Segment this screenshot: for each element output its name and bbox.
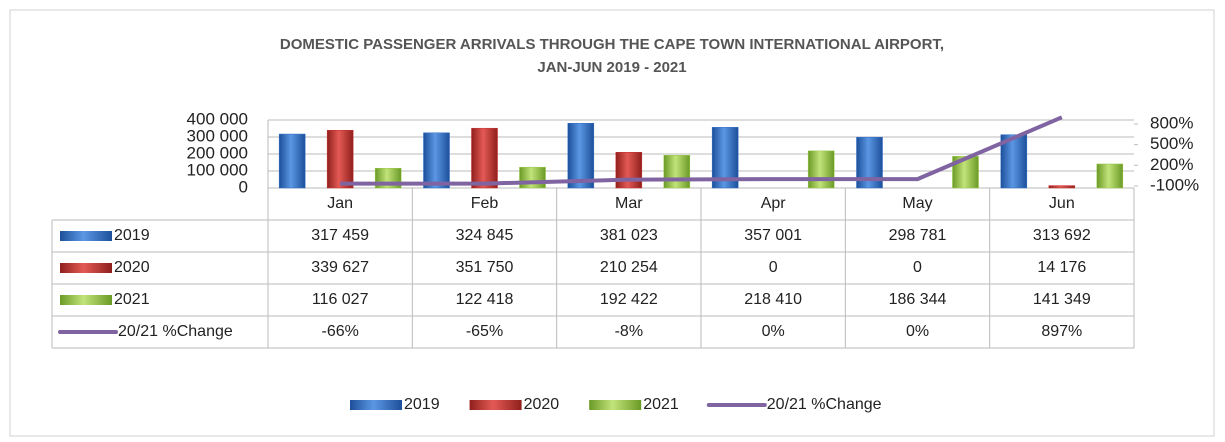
table-cell: 298 781 bbox=[889, 227, 947, 244]
table-cell: 218 410 bbox=[744, 291, 802, 308]
x-tick-label: Apr bbox=[761, 195, 787, 212]
bar bbox=[519, 166, 546, 189]
table-cell: 141 349 bbox=[1033, 291, 1091, 308]
y2-tick-label: -100% bbox=[1150, 175, 1199, 194]
chart-subtitle: JAN-JUN 2019 - 2021 bbox=[537, 59, 686, 76]
table-cell: 116 027 bbox=[312, 291, 369, 308]
table-series-name: 2020 bbox=[114, 259, 150, 276]
table-legend-key bbox=[60, 263, 112, 273]
bar bbox=[278, 133, 306, 189]
x-tick-label: Mar bbox=[615, 195, 643, 212]
table-cell: 897% bbox=[1041, 323, 1082, 340]
table-cell: 351 750 bbox=[456, 259, 514, 276]
bar bbox=[567, 122, 595, 189]
table-cell: 210 254 bbox=[600, 259, 658, 276]
bar bbox=[326, 130, 354, 189]
table-cell: -8% bbox=[615, 323, 643, 340]
table-cell: 14 176 bbox=[1037, 259, 1086, 276]
bar bbox=[807, 150, 835, 189]
legend-key bbox=[589, 400, 642, 410]
table-cell: 0% bbox=[762, 323, 785, 340]
legend-label: 2020 bbox=[524, 396, 560, 413]
legend-label: 2019 bbox=[404, 396, 440, 413]
table-cell: 381 023 bbox=[600, 227, 658, 244]
y2-tick-label: 800% bbox=[1150, 113, 1193, 132]
bar bbox=[1048, 185, 1076, 189]
table-cell: -65% bbox=[466, 323, 503, 340]
y-tick-label: 300 000 bbox=[187, 126, 248, 145]
table-series-name: 20/21 %Change bbox=[118, 323, 233, 340]
table-cell: 0 bbox=[913, 259, 922, 276]
table-series-name: 2019 bbox=[114, 227, 150, 244]
table-cell: 357 001 bbox=[744, 227, 802, 244]
table-cell: 339 627 bbox=[311, 259, 369, 276]
legend-key bbox=[350, 400, 402, 410]
table-cell: 0% bbox=[906, 323, 929, 340]
bar bbox=[615, 152, 643, 189]
y-tick-label: 100 000 bbox=[187, 160, 248, 179]
legend-key bbox=[469, 400, 522, 410]
bar bbox=[663, 155, 691, 189]
table-cell: 324 845 bbox=[456, 227, 514, 244]
bar bbox=[1096, 163, 1124, 189]
table-cell: 317 459 bbox=[311, 227, 369, 244]
table-cell: -66% bbox=[321, 323, 358, 340]
y-tick-label: 0 bbox=[239, 177, 248, 196]
bar bbox=[471, 127, 498, 189]
table-cell: 192 422 bbox=[600, 291, 658, 308]
x-tick-label: Jun bbox=[1049, 195, 1075, 212]
x-tick-label: May bbox=[902, 195, 932, 212]
line bbox=[340, 115, 1063, 186]
bar bbox=[423, 132, 450, 189]
legend-label: 2021 bbox=[643, 396, 679, 413]
table-series-name: 2021 bbox=[114, 291, 150, 308]
legend-label: 20/21 %Change bbox=[767, 396, 882, 413]
y-tick-label: 200 000 bbox=[187, 143, 248, 162]
table-legend-key bbox=[60, 231, 112, 241]
chart-border bbox=[9, 9, 1215, 437]
table-cell: 0 bbox=[769, 259, 778, 276]
table-cell: 313 692 bbox=[1033, 227, 1091, 244]
table-legend-key bbox=[60, 295, 112, 305]
table-cell: 186 344 bbox=[889, 291, 947, 308]
y2-tick-label: 200% bbox=[1150, 155, 1193, 174]
table-cell: 122 418 bbox=[456, 291, 514, 308]
x-tick-label: Jan bbox=[327, 195, 353, 212]
chart-title: DOMESTIC PASSENGER ARRIVALS THROUGH THE … bbox=[280, 36, 944, 53]
x-tick-label: Feb bbox=[471, 195, 499, 212]
y-tick-label: 400 000 bbox=[187, 109, 248, 128]
y2-tick-label: 500% bbox=[1150, 134, 1193, 153]
